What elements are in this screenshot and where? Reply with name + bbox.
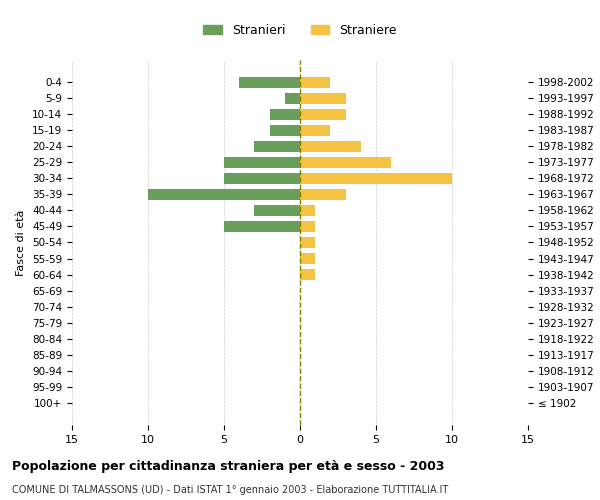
Bar [224,221,300,232]
Bar [300,140,361,152]
Bar [300,156,391,168]
Bar [269,124,300,136]
Bar [300,173,452,184]
Bar [300,124,331,136]
Y-axis label: Fasce di età: Fasce di età [16,210,26,276]
Bar [300,269,315,280]
Bar [300,76,331,88]
Bar [254,140,300,152]
Text: COMUNE DI TALMASSONS (UD) - Dati ISTAT 1° gennaio 2003 - Elaborazione TUTTITALIA: COMUNE DI TALMASSONS (UD) - Dati ISTAT 1… [12,485,448,495]
Bar [300,205,315,216]
Bar [224,156,300,168]
Bar [300,237,315,248]
Legend: Stranieri, Straniere: Stranieri, Straniere [198,19,402,42]
Bar [300,92,346,104]
Bar [254,205,300,216]
Bar [224,173,300,184]
Bar [300,108,346,120]
Bar [285,92,300,104]
Bar [269,108,300,120]
Bar [300,221,315,232]
Bar [239,76,300,88]
Text: Popolazione per cittadinanza straniera per età e sesso - 2003: Popolazione per cittadinanza straniera p… [12,460,445,473]
Bar [300,253,315,264]
Bar [148,189,300,200]
Bar [300,189,346,200]
